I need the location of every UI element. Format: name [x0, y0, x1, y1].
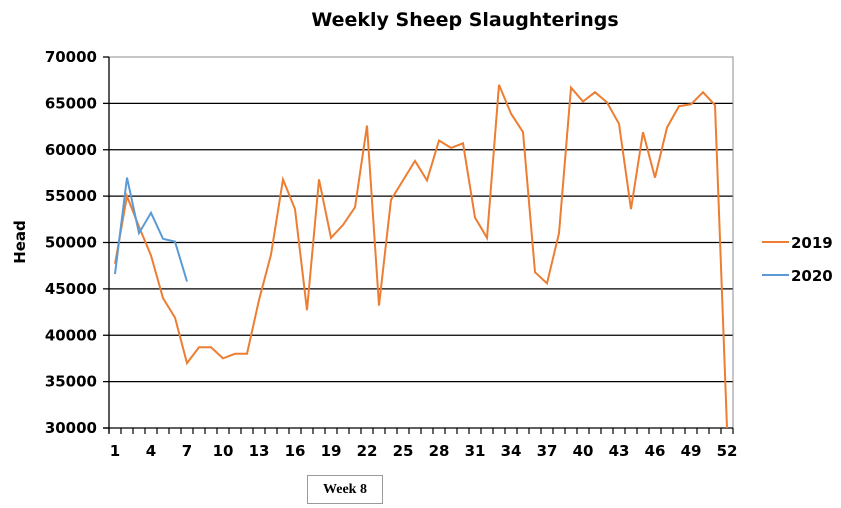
x-tick-label: 37	[537, 442, 558, 460]
y-tick-label: 70000	[45, 48, 97, 66]
x-tick-label: 19	[321, 442, 342, 460]
y-axis-tick-labels: 30000 35000 40000 45000 50000 55000 60000 65000…	[45, 48, 97, 437]
x-tick-label: 31	[465, 442, 486, 460]
x-tick-label: 4	[146, 442, 156, 460]
x-tick-label: 52	[717, 442, 738, 460]
y-tick-label: 60000	[45, 141, 97, 159]
x-tick-label: 28	[429, 442, 450, 460]
series-line-2020	[114, 177, 188, 282]
week-annotation-box: Week 8	[307, 475, 383, 504]
x-tick-label: 34	[501, 442, 522, 460]
legend-label-2019: 2019	[791, 234, 833, 252]
x-tick-label: 25	[393, 442, 414, 460]
y-tick-label: 50000	[45, 234, 97, 252]
legend: 2019 2020	[762, 234, 833, 285]
x-tick-label: 49	[681, 442, 702, 460]
axes	[103, 56, 734, 434]
x-tick-label: 7	[182, 442, 192, 460]
y-tick-label: 65000	[45, 94, 97, 112]
y-axis-label: Head	[11, 220, 29, 264]
x-tick-label: 46	[645, 442, 666, 460]
x-tick-label: 16	[285, 442, 306, 460]
series-line-2019	[114, 84, 728, 429]
series-lines	[114, 84, 728, 429]
gridlines	[109, 102, 733, 383]
legend-label-2020: 2020	[791, 267, 833, 285]
y-tick-label: 55000	[45, 187, 97, 205]
y-tick-label: 35000	[45, 373, 97, 391]
x-tick-label: 22	[357, 442, 378, 460]
x-tick-label: 43	[609, 442, 630, 460]
x-tick-label: 10	[213, 442, 234, 460]
x-tick-label: 1	[110, 442, 120, 460]
chart-title: Weekly Sheep Slaughterings	[311, 9, 618, 31]
x-tick-label: 40	[573, 442, 594, 460]
x-axis-tick-labels: 1 4 7 10 13 16 19 22 25 28 31 34 37 40 43 46 49 52	[110, 442, 738, 460]
y-tick-label: 40000	[45, 326, 97, 344]
x-tick-label: 13	[249, 442, 270, 460]
y-tick-label: 45000	[45, 280, 97, 298]
y-tick-label: 30000	[45, 419, 97, 437]
